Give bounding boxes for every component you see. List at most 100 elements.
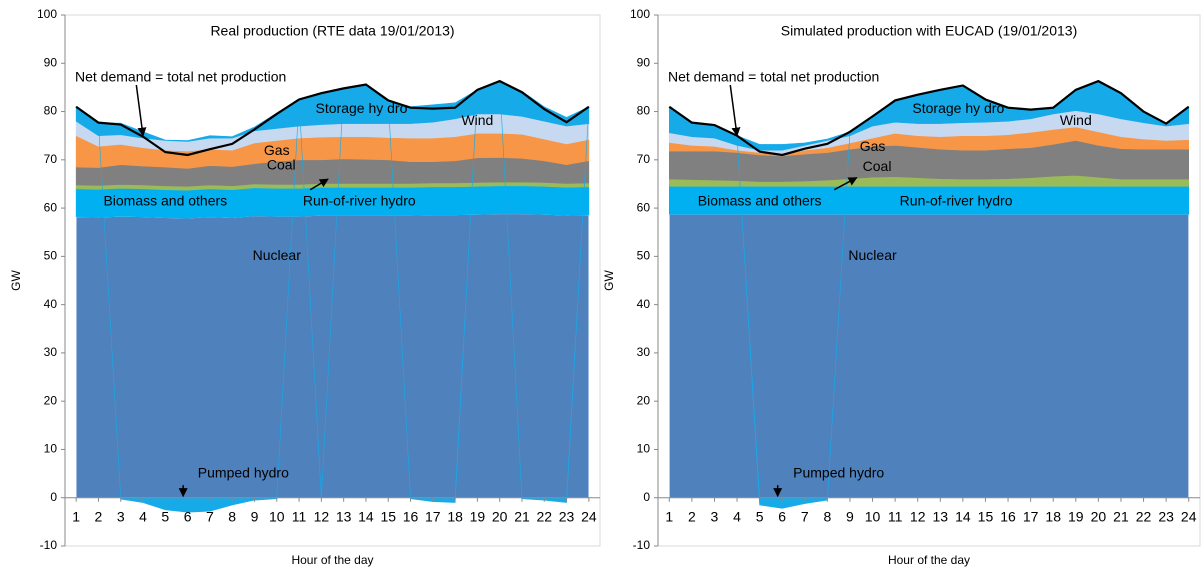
x-tick-label: 19: [470, 508, 486, 524]
x-tick-label: 1: [72, 508, 80, 524]
x-tick-label: 2: [688, 508, 696, 524]
x-tick-label: 5: [756, 508, 764, 524]
series-label: Wind: [461, 112, 493, 128]
x-tick-label: 17: [1023, 508, 1039, 524]
x-axis-title: Hour of the day: [291, 553, 373, 567]
y-axis-title: GW: [9, 270, 23, 291]
net-demand-label: Net demand = total net production: [75, 68, 286, 84]
x-tick-label: 8: [823, 508, 831, 524]
x-tick-label: 2: [95, 508, 103, 524]
area: [75, 80, 590, 142]
y-tick-label: 100: [37, 7, 57, 21]
x-tick-label: 4: [733, 508, 741, 524]
x-tick-label: 4: [139, 508, 147, 524]
x-tick-label: 20: [1091, 508, 1107, 524]
x-tick-label: 3: [711, 508, 719, 524]
x-tick-label: 12: [314, 508, 330, 524]
y-tick-label: 60: [44, 200, 58, 214]
net-demand-line: [75, 79, 590, 157]
annotation-arrow: [135, 84, 147, 137]
area: [75, 213, 590, 499]
y-tick-label: 70: [637, 152, 651, 166]
area: [668, 214, 1190, 499]
x-tick-label: 8: [228, 508, 236, 524]
y-tick-label: 60: [637, 200, 651, 214]
x-tick-label: 7: [206, 508, 214, 524]
series-label: Biomass and others: [103, 193, 227, 209]
x-tick-label: 21: [1113, 508, 1129, 524]
x-tick-label: 21: [514, 508, 530, 524]
x-tick-label: 9: [846, 508, 854, 524]
x-tick-label: 18: [447, 508, 463, 524]
x-tick-label: 10: [269, 508, 285, 524]
series-label: Storage hy dro: [316, 100, 408, 116]
x-tick-label: 12: [910, 508, 926, 524]
x-tick-label: 1: [665, 508, 673, 524]
y-tick-label: 0: [643, 490, 650, 504]
series-label: Pumped hydro: [198, 464, 289, 480]
annotation-arrow: [833, 177, 858, 191]
y-tick-label: 80: [44, 104, 58, 118]
y-tick-label: 20: [44, 393, 58, 407]
y-tick-label: 90: [637, 55, 651, 69]
x-tick-label: 6: [778, 508, 786, 524]
x-tick-label: 20: [492, 508, 508, 524]
series-label: Wind: [1060, 112, 1092, 128]
net-demand-line: [668, 79, 1190, 157]
chart-title: Simulated production with EUCAD (19/01/2…: [781, 23, 1078, 39]
x-tick-label: 18: [1045, 508, 1061, 524]
series-label: Run-of-river hydro: [900, 193, 1013, 209]
y-tick-label: 0: [50, 490, 57, 504]
x-tick-label: 6: [184, 508, 192, 524]
y-tick-label: 50: [44, 249, 58, 263]
y-tick-label: -10: [40, 538, 58, 552]
x-tick-label: 19: [1068, 508, 1084, 524]
x-tick-label: 15: [978, 508, 994, 524]
series-label: Pumped hydro: [793, 464, 884, 480]
series-label: Storage hy dro: [912, 100, 1004, 116]
x-tick-label: 11: [888, 508, 903, 524]
x-tick-label: 13: [336, 508, 352, 524]
annotation-arrow: [729, 84, 741, 137]
x-tick-label: 14: [358, 508, 374, 524]
x-tick-label: 24: [581, 508, 597, 524]
x-tick-label: 9: [251, 508, 259, 524]
series-label: Run-of-river hydro: [303, 193, 416, 209]
y-tick-label: -10: [633, 538, 651, 552]
y-tick-label: 70: [44, 152, 58, 166]
y-tick-label: 20: [637, 393, 651, 407]
series-label: Gas: [264, 142, 290, 158]
x-tick-label: 3: [117, 508, 125, 524]
y-tick-label: 50: [637, 249, 651, 263]
x-tick-label: 24: [1181, 508, 1197, 524]
y-tick-label: 10: [637, 442, 651, 456]
x-tick-label: 13: [933, 508, 949, 524]
x-tick-label: 14: [955, 508, 971, 524]
series-label: Nuclear: [848, 247, 897, 263]
x-tick-label: 23: [1158, 508, 1174, 524]
chart-title: Real production (RTE data 19/01/2013): [210, 23, 454, 39]
x-tick-label: 5: [161, 508, 169, 524]
x-tick-label: 16: [403, 508, 419, 524]
y-tick-label: 30: [44, 345, 58, 359]
annotation-arrow: [309, 178, 329, 191]
x-tick-label: 15: [380, 508, 396, 524]
net-demand-label: Net demand = total net production: [668, 68, 879, 84]
x-tick-label: 23: [559, 508, 575, 524]
x-tick-label: 17: [425, 508, 441, 524]
x-tick-label: 11: [292, 508, 307, 524]
series-label: Gas: [860, 138, 886, 154]
series-label: Nuclear: [253, 247, 302, 263]
y-tick-label: 40: [44, 297, 58, 311]
x-tick-label: 22: [1136, 508, 1152, 524]
x-tick-label: 22: [536, 508, 552, 524]
series-label: Coal: [863, 158, 892, 174]
y-tick-label: 80: [637, 104, 651, 118]
y-tick-label: 90: [44, 55, 58, 69]
series-label: Coal: [267, 156, 296, 172]
y-tick-label: 40: [637, 297, 651, 311]
x-tick-label: 16: [1000, 508, 1016, 524]
x-tick-label: 10: [865, 508, 881, 524]
